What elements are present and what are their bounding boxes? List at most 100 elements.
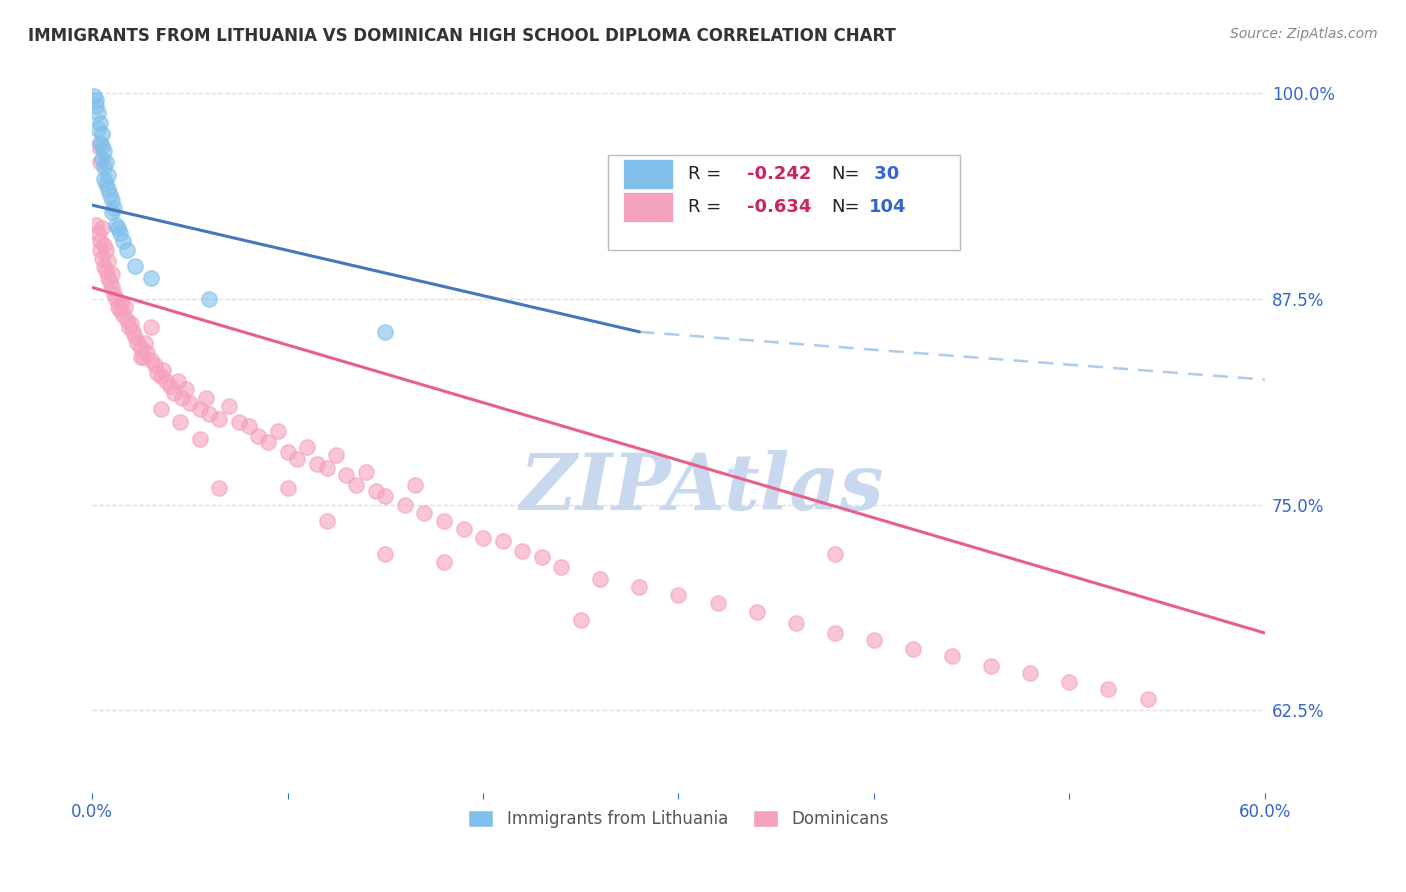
FancyBboxPatch shape xyxy=(623,159,672,189)
Point xyxy=(167,374,190,388)
Point xyxy=(172,391,194,405)
Point xyxy=(472,531,495,545)
Point xyxy=(100,267,122,281)
Point xyxy=(91,139,114,153)
Point xyxy=(84,99,107,113)
Point xyxy=(550,560,572,574)
Text: R =: R = xyxy=(688,198,727,216)
Point xyxy=(188,402,211,417)
Text: ZIPAtlas: ZIPAtlas xyxy=(520,450,884,527)
Point xyxy=(139,319,162,334)
Point xyxy=(163,385,186,400)
Point xyxy=(103,202,125,216)
Point xyxy=(152,362,174,376)
Point xyxy=(83,89,105,103)
Text: N=: N= xyxy=(831,165,859,183)
Point xyxy=(91,152,114,166)
Point xyxy=(97,169,120,183)
Point xyxy=(404,478,426,492)
Point xyxy=(228,415,250,429)
Point xyxy=(124,330,146,344)
Point xyxy=(97,254,120,268)
Point xyxy=(785,616,807,631)
Point xyxy=(129,350,152,364)
Point xyxy=(941,648,963,663)
Point xyxy=(335,468,357,483)
Point xyxy=(901,642,924,657)
Point xyxy=(84,218,107,232)
Point xyxy=(247,428,270,442)
Point xyxy=(287,451,309,466)
Point xyxy=(706,596,728,610)
Point xyxy=(87,139,110,153)
Point xyxy=(118,319,141,334)
Point xyxy=(491,533,513,548)
Point xyxy=(117,313,139,327)
Point xyxy=(188,432,211,446)
Point xyxy=(824,626,846,640)
Text: 30: 30 xyxy=(869,165,900,183)
Point xyxy=(124,259,146,273)
Point xyxy=(84,93,107,107)
Point xyxy=(94,243,117,257)
Point xyxy=(198,407,221,421)
Point xyxy=(668,588,690,602)
Point xyxy=(257,435,280,450)
Point xyxy=(94,177,117,191)
Point xyxy=(127,336,149,351)
Point xyxy=(413,506,436,520)
Text: 104: 104 xyxy=(869,198,905,216)
Point xyxy=(863,632,886,647)
Point xyxy=(169,415,191,429)
Point xyxy=(98,188,121,202)
FancyBboxPatch shape xyxy=(609,155,960,250)
Point xyxy=(530,550,553,565)
Point xyxy=(89,235,111,249)
Point xyxy=(745,605,768,619)
Point xyxy=(91,221,114,235)
Point xyxy=(134,336,156,351)
Point xyxy=(159,379,181,393)
Text: R =: R = xyxy=(688,165,727,183)
Point xyxy=(122,325,145,339)
Point xyxy=(1019,665,1042,680)
Point xyxy=(149,402,172,417)
Point xyxy=(139,352,162,367)
Point xyxy=(98,276,121,290)
Point xyxy=(364,484,387,499)
Point xyxy=(89,243,111,257)
Point xyxy=(354,465,377,479)
Point xyxy=(149,369,172,384)
Point xyxy=(100,204,122,219)
Text: IMMIGRANTS FROM LITHUANIA VS DOMINICAN HIGH SCHOOL DIPLOMA CORRELATION CHART: IMMIGRANTS FROM LITHUANIA VS DOMINICAN H… xyxy=(28,27,896,45)
Point xyxy=(93,161,115,175)
Point xyxy=(103,287,125,301)
Point xyxy=(174,383,197,397)
Point xyxy=(374,490,396,504)
Point xyxy=(1097,681,1119,696)
Point xyxy=(91,128,114,142)
Point xyxy=(108,226,131,240)
Point xyxy=(112,309,135,323)
Point xyxy=(89,116,111,130)
Point xyxy=(100,280,122,294)
FancyBboxPatch shape xyxy=(623,192,672,222)
Point xyxy=(238,418,260,433)
Point xyxy=(108,303,131,318)
Point xyxy=(87,226,110,240)
Point xyxy=(135,346,157,360)
Point xyxy=(179,395,201,409)
Point xyxy=(325,448,347,462)
Point xyxy=(453,522,475,536)
Point xyxy=(139,270,162,285)
Point xyxy=(89,136,111,150)
Text: N=: N= xyxy=(831,198,859,216)
Point xyxy=(980,659,1002,673)
Point xyxy=(87,122,110,136)
Point xyxy=(129,341,152,355)
Point xyxy=(97,270,120,285)
Point xyxy=(510,543,533,558)
Point xyxy=(89,155,111,169)
Point xyxy=(198,292,221,306)
Point xyxy=(94,155,117,169)
